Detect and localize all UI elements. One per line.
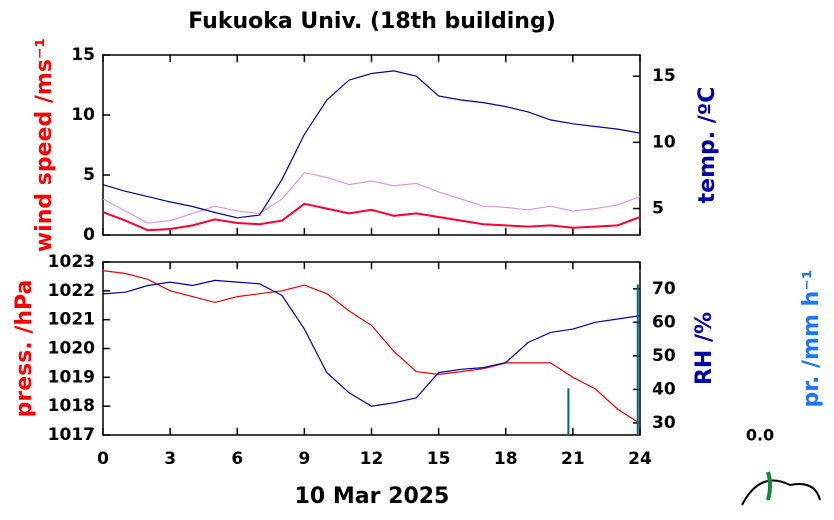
precip-bar — [567, 388, 570, 435]
x-tick-label: 0 — [97, 449, 109, 469]
y2-tick-label: 30 — [652, 413, 676, 433]
x-tick-label: 6 — [231, 449, 243, 469]
y-tick-label: 1023 — [48, 252, 95, 272]
series-line — [102, 270, 641, 425]
y2-tick-label: 50 — [652, 346, 676, 366]
chart-title: Fukuoka Univ. (18th building) — [188, 9, 556, 34]
plot-frame — [102, 261, 641, 436]
precip-bar — [636, 284, 639, 435]
series-line — [102, 171, 641, 224]
y-axis-label: wind speed /ms⁻¹ — [32, 38, 57, 252]
series-line — [102, 202, 641, 232]
x-tick-label: 9 — [298, 449, 310, 469]
x-tick-label: 21 — [561, 449, 585, 469]
y-tick-label: 1021 — [48, 310, 95, 330]
y2-tick-label: 60 — [652, 312, 676, 332]
x-tick-label: 3 — [164, 449, 176, 469]
y-tick-label: 10 — [71, 105, 95, 125]
series-line — [102, 279, 641, 407]
series-line — [102, 70, 641, 219]
y2-tick-label: 40 — [652, 379, 676, 399]
logo — [741, 471, 821, 506]
x-axis-label: 10 Mar 2025 — [295, 484, 450, 509]
y-tick-label: 1018 — [48, 396, 95, 416]
y2-axis-label: RH /% — [692, 312, 717, 385]
y-axis-label: press. /hPa — [12, 280, 37, 418]
y-tick-label: 1019 — [48, 367, 95, 387]
y3-axis-label: pr. /mm h⁻¹ — [799, 270, 824, 408]
y-tick-label: 5 — [83, 165, 95, 185]
y2-tick-label: 5 — [652, 199, 664, 219]
y-tick-label: 1020 — [48, 339, 95, 359]
x-tick-label: 12 — [360, 449, 384, 469]
x-tick-label: 15 — [427, 449, 451, 469]
y2-tick-label: 10 — [652, 132, 676, 152]
y2-tick-label: 70 — [652, 279, 676, 299]
y-tick-label: 1022 — [48, 281, 95, 301]
x-tick-label: 24 — [628, 449, 652, 469]
y-tick-label: 0 — [83, 225, 95, 245]
y2-axis-label: temp. /ºC — [695, 87, 720, 204]
y-tick-label: 1017 — [48, 425, 95, 445]
precip-total: 0.0 — [746, 426, 774, 445]
y2-tick-label: 15 — [652, 66, 676, 86]
x-tick-label: 18 — [494, 449, 518, 469]
y-tick-label: 15 — [71, 45, 95, 65]
